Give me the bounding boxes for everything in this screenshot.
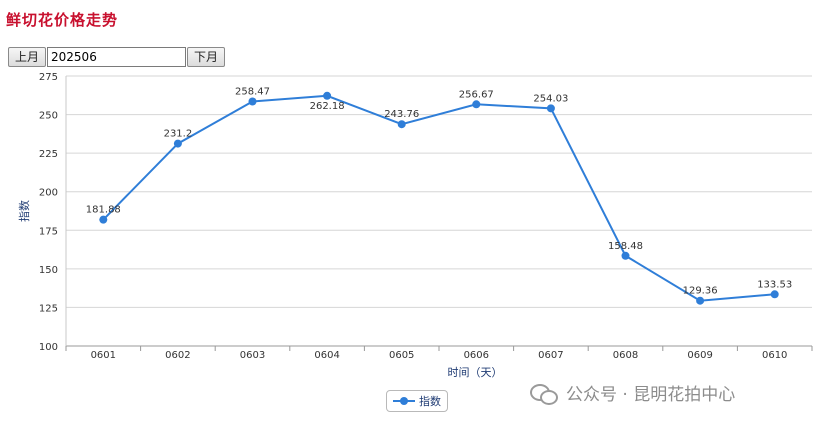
data-labels: 181.88 231.2 258.47 262.18 243.76 256.67 254.0… (86, 87, 792, 297)
x-tick-label: 0606 (464, 350, 489, 361)
series-line (102, 94, 775, 302)
x-tick-label: 0605 (389, 350, 414, 361)
data-label: 129.36 (683, 286, 718, 297)
data-point (323, 91, 332, 100)
y-tick-labels: 100 125 150 175 200 225 250 275 (39, 72, 58, 353)
data-point (397, 120, 406, 129)
watermark: 公众号 · 昆明花拍中心 (530, 380, 735, 405)
prev-month-button[interactable]: 上月 (8, 47, 47, 67)
data-point (621, 251, 630, 260)
y-tick-label: 175 (39, 226, 58, 237)
grid-lines (66, 75, 812, 347)
y-tick-label: 200 (39, 188, 58, 199)
legend-label: 指数 (419, 395, 441, 408)
data-point (173, 139, 182, 148)
page-title: 鲜切花价格走势 (6, 11, 119, 29)
data-point (248, 97, 257, 106)
data-point (472, 100, 481, 109)
x-tick-label: 0610 (762, 350, 787, 361)
y-tick-label: 150 (39, 265, 58, 276)
data-point (770, 290, 779, 299)
next-month-button[interactable]: 下月 (187, 47, 226, 67)
data-label: 243.76 (384, 109, 419, 120)
data-point (546, 104, 555, 113)
x-tick-label: 0609 (687, 350, 712, 361)
x-tick-label: 0604 (314, 350, 339, 361)
y-tick-label: 125 (39, 303, 58, 314)
x-tick-labels: 0601 0602 0603 0604 0605 0606 0607 0608 0609 0610 (91, 350, 788, 361)
y-tick-label: 250 (39, 111, 58, 122)
watermark-text: 公众号 · 昆明花拍中心 (566, 385, 736, 405)
x-tick-label: 0603 (240, 350, 265, 361)
x-tick-label: 0601 (91, 350, 116, 361)
data-label: 254.03 (533, 93, 568, 104)
data-point (696, 296, 705, 305)
y-tick-label: 100 (39, 342, 58, 353)
y-axis-title: 指数 (17, 200, 31, 222)
data-label: 256.67 (459, 89, 494, 100)
data-point (99, 215, 108, 224)
data-label: 258.47 (235, 87, 270, 98)
data-label: 158.48 (608, 241, 643, 252)
y-tick-label: 275 (39, 72, 58, 83)
data-label: 262.18 (310, 101, 345, 112)
wechat-icon (530, 382, 560, 405)
month-input[interactable] (47, 47, 187, 67)
series-layer (99, 91, 779, 305)
x-tick-label: 0602 (165, 350, 190, 361)
data-label: 231.2 (164, 129, 193, 140)
legend-line-marker-icon (393, 396, 415, 406)
x-tick-label: 0608 (613, 350, 638, 361)
month-toolbar: 上月 下月 (8, 47, 226, 67)
y-tick-label: 225 (39, 149, 58, 160)
data-label: 133.53 (757, 279, 792, 290)
x-tick-label: 0607 (538, 350, 563, 361)
axes (65, 76, 813, 351)
legend[interactable]: 指数 (386, 390, 448, 412)
data-label: 181.88 (86, 205, 121, 216)
x-axis-title: 时间（天） (448, 366, 503, 379)
